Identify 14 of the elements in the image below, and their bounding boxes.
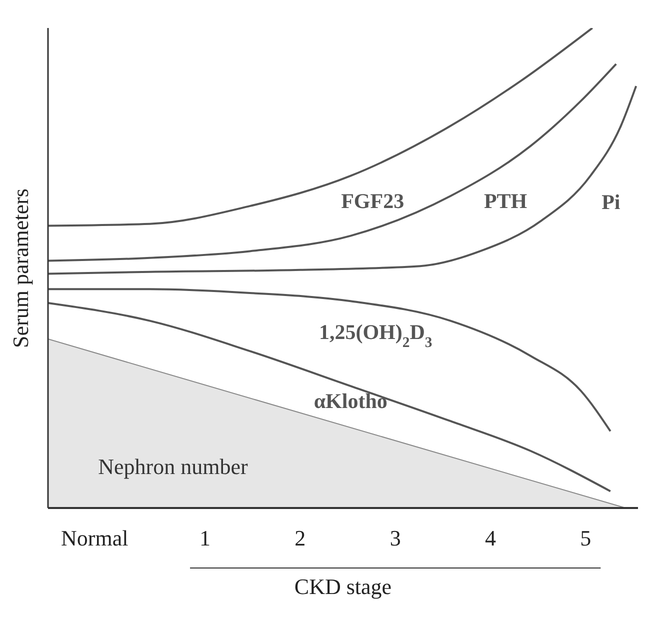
x-tick-label: 5 [580,526,592,551]
series-label: αKlotho [314,389,388,414]
series-label: FGF23 [341,188,404,213]
series-label: 1,25(OH)$_{2}$D$_{3}$ [318,320,432,352]
x-tick-label: 1 [200,526,211,551]
series-label: Nephron number [98,454,249,480]
x-tick-label: 2 [294,526,306,551]
series-label: Pi [602,190,620,214]
x-tick-label: 3 [390,526,401,551]
y-axis-title: Serum parameters [8,188,33,348]
series-label: PTH [484,189,528,213]
x-axis-title: CKD stage [294,574,392,599]
x-tick-label: 4 [485,526,496,551]
x-tick-label: Normal [61,526,128,551]
